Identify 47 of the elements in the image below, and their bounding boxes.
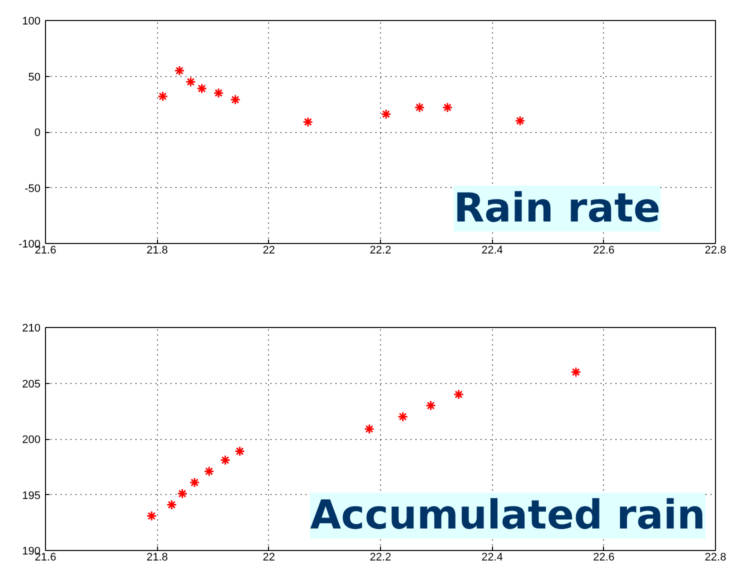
- x-tick-label: 21.8: [146, 244, 168, 256]
- x-tick-label: 21.6: [34, 244, 56, 256]
- point: [570, 366, 582, 378]
- point: [196, 83, 208, 94]
- y-tick-label: 100: [22, 16, 41, 28]
- x-tick-label: 22: [262, 244, 275, 256]
- annotation: Rain rate: [454, 186, 660, 232]
- point: [230, 94, 241, 105]
- x-tick-label: 22.8: [704, 552, 726, 564]
- x-tick-label: 22.6: [593, 244, 615, 256]
- point: [166, 500, 177, 510]
- point: [189, 477, 200, 488]
- x-tick-label: 22.4: [481, 552, 503, 564]
- point: [398, 411, 408, 422]
- point: [364, 424, 375, 434]
- point: [174, 65, 185, 76]
- point: [514, 116, 526, 126]
- point: [414, 102, 425, 113]
- point: [302, 116, 314, 128]
- y-tick-label: 200: [22, 434, 41, 446]
- x-tick-label: 22.4: [481, 244, 503, 256]
- point: [204, 466, 214, 477]
- y-tick-label: 195: [22, 490, 41, 502]
- point: [185, 76, 196, 88]
- x-tick-label: 22.8: [704, 244, 726, 256]
- point: [453, 389, 464, 400]
- x-tick-label: 22.6: [593, 552, 615, 564]
- y-tick-label: 210: [22, 322, 41, 334]
- point: [213, 88, 224, 98]
- point: [146, 510, 157, 522]
- x-tick-label: 21.8: [146, 552, 168, 564]
- x-tick-label: 22: [262, 552, 275, 564]
- point: [234, 446, 246, 457]
- point: [220, 454, 231, 466]
- x-tick-label: 22.2: [370, 244, 392, 256]
- y-tick-label: -50: [24, 182, 41, 195]
- x-tick-label: 22.2: [370, 552, 392, 564]
- point: [177, 488, 188, 499]
- point: [426, 400, 436, 411]
- y-tick-label: 0: [34, 127, 41, 139]
- annotation: Accumulated rain: [310, 492, 706, 538]
- point: [442, 102, 453, 113]
- y-tick-label: 205: [22, 378, 41, 390]
- x-tick-label: 21.6: [34, 552, 56, 564]
- y-tick-label: 50: [28, 71, 41, 84]
- point: [158, 91, 168, 102]
- point: [380, 108, 392, 120]
